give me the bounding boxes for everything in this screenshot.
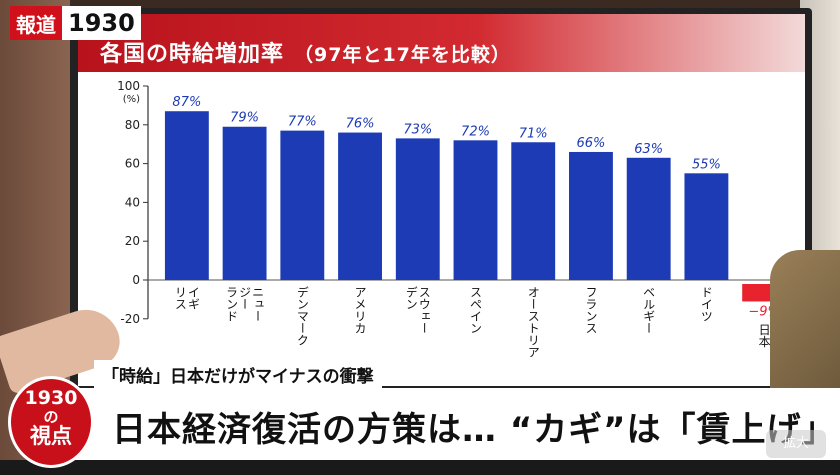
chart-title-sub: （97年と17年を比較） xyxy=(294,44,511,66)
data-label: 71% xyxy=(519,126,548,141)
data-label: 73% xyxy=(403,122,432,137)
chart-title-bar: 各国の時給増加率 （97年と17年を比較） xyxy=(78,14,805,72)
badge-line3: 視点 xyxy=(30,424,72,448)
bar xyxy=(626,157,671,280)
data-label: 77% xyxy=(288,115,317,130)
bar xyxy=(395,138,440,280)
bar xyxy=(453,140,498,280)
main-caption: 日本経済復活の方策は… “カギ”は「賃上げ」!? xyxy=(112,410,840,450)
bar xyxy=(338,132,382,280)
main-caption-bar: 日本経済復活の方策は… “カギ”は「賃上げ」!? xyxy=(60,388,840,460)
badge-line2: の xyxy=(43,408,59,426)
category-label: スウェーデン xyxy=(404,286,431,334)
badge-line1: 1930 xyxy=(24,387,78,409)
data-label: 63% xyxy=(634,142,663,157)
y-tick-label: 100 xyxy=(117,79,140,93)
segment-badge: 1930 の 視点 xyxy=(8,376,94,468)
y-tick-label: -20 xyxy=(120,312,140,326)
bar xyxy=(684,173,729,280)
category-label: ニュージーランド xyxy=(225,286,265,322)
data-label: 76% xyxy=(346,117,375,132)
bar xyxy=(164,111,209,280)
data-label: 66% xyxy=(577,136,606,151)
category-label: ベルギー xyxy=(642,286,656,334)
zoom-watermark[interactable]: 拡大 xyxy=(766,430,826,458)
y-axis-unit: (%) xyxy=(123,94,140,105)
data-label: 72% xyxy=(461,124,490,139)
chart-title: 各国の時給増加率 （97年と17年を比較） xyxy=(100,36,511,68)
data-label: 55% xyxy=(692,157,721,172)
category-label: 日本 xyxy=(757,323,771,348)
category-label: スペイン xyxy=(469,286,483,334)
y-tick-label: 0 xyxy=(132,273,140,287)
data-label: 87% xyxy=(172,95,201,110)
show-logo-left: 報道 xyxy=(10,6,62,40)
category-label: フランス xyxy=(584,286,598,334)
bar xyxy=(511,142,556,280)
y-tick-label: 60 xyxy=(125,157,140,171)
bar xyxy=(280,130,325,280)
category-label: アメリカ xyxy=(353,286,367,334)
category-label: ドイツ xyxy=(699,286,713,322)
category-label: デンマーク xyxy=(295,286,309,346)
y-tick-label: 40 xyxy=(125,195,140,209)
show-logo-right: 1930 xyxy=(62,6,141,40)
y-tick-label: 80 xyxy=(125,118,140,132)
show-logo: 報道 1930 xyxy=(10,6,141,40)
data-label: 79% xyxy=(230,111,259,126)
bottom-strip xyxy=(0,460,840,475)
category-label: オーストリア xyxy=(526,286,540,358)
zoom-label: 拡大 xyxy=(782,436,809,451)
category-label: イギリス xyxy=(173,286,200,310)
bar-chart: -20 0 20 40 60 80 100(%) 87% イギリス 79% ニュージーランド 77% デ… xyxy=(117,79,793,358)
y-tick-label: 20 xyxy=(125,234,140,248)
sub-caption: 「時給」日本だけがマイナスの衝撃 xyxy=(94,360,382,389)
bar xyxy=(222,126,267,281)
chart-title-main: 各国の時給増加率 xyxy=(100,42,285,67)
monitor-screen: 各国の時給増加率 （97年と17年を比較） -20 0 20 40 60 80 100 (%) 8… xyxy=(78,14,805,386)
bar xyxy=(569,151,613,280)
presenter xyxy=(770,250,840,390)
